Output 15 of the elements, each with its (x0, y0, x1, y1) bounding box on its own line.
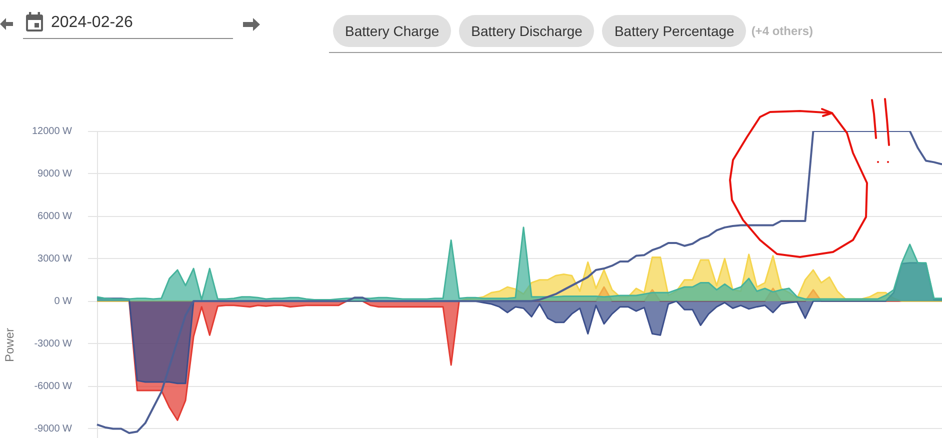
text: Battery Discharge (471, 23, 582, 39)
text: Battery Charge (345, 23, 440, 39)
text: Battery Percentage (614, 23, 734, 39)
y-tick-label: 3000 W (38, 253, 73, 264)
y-tick-label: 9000 W (38, 168, 73, 180)
y-tick-label: -3000 W (34, 338, 73, 350)
text: (+4 others) (751, 24, 813, 38)
y-tick-label: 12000 W (32, 126, 73, 137)
chart-title: 2024-02-26 (51, 13, 133, 33)
date-field: 2024-02-26 (23, 8, 233, 39)
y-axis-title: Power (2, 328, 16, 362)
y-tick-label: -6000 W (34, 380, 73, 392)
y-tick-label: 0 W (54, 296, 73, 307)
y-tick-label: 6000 W (38, 210, 73, 222)
y-tick-label: -9000 W (34, 424, 73, 435)
